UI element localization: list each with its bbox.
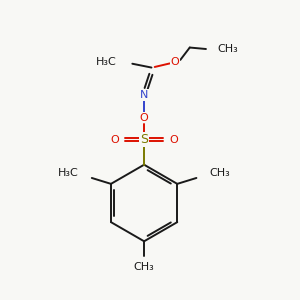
Text: O: O xyxy=(169,135,178,145)
Text: S: S xyxy=(140,133,148,146)
Text: CH₃: CH₃ xyxy=(134,262,154,272)
Text: CH₃: CH₃ xyxy=(210,168,230,178)
Text: N: N xyxy=(140,90,148,100)
Text: H₃C: H₃C xyxy=(58,168,79,178)
Text: H₃C: H₃C xyxy=(95,57,116,67)
Text: O: O xyxy=(140,112,148,123)
Text: CH₃: CH₃ xyxy=(218,44,238,54)
Text: O: O xyxy=(171,57,179,67)
Text: O: O xyxy=(110,135,119,145)
